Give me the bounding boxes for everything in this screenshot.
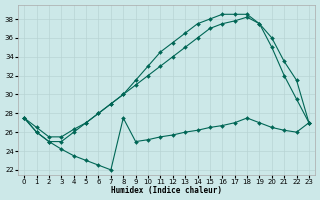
X-axis label: Humidex (Indice chaleur): Humidex (Indice chaleur) (111, 186, 222, 195)
